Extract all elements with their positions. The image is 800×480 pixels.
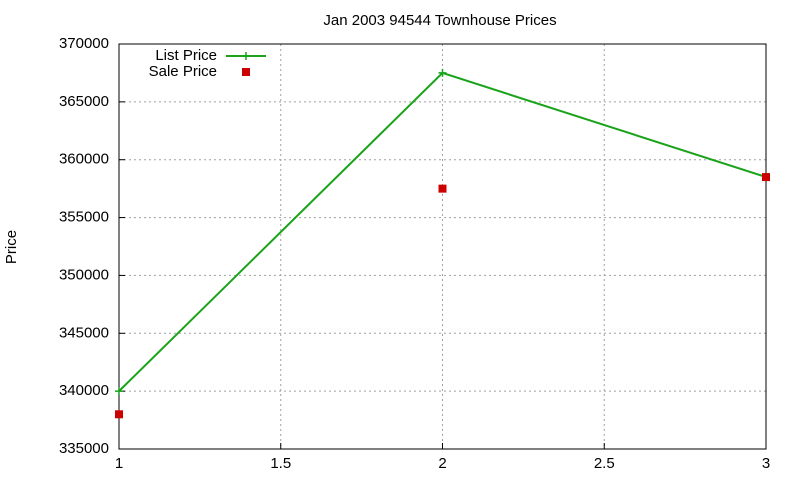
- point: [438, 68, 447, 77]
- y-tick-label: 345000: [59, 324, 109, 341]
- x-tick-label: 2: [438, 455, 446, 472]
- x-tick-label: 1.5: [270, 455, 291, 472]
- y-tick-label: 370000: [59, 35, 109, 52]
- y-tick-label: 335000: [59, 440, 109, 457]
- legend-marker: [242, 68, 250, 76]
- legend-label: Sale Price: [149, 63, 217, 80]
- point: [438, 184, 447, 193]
- x-tick-label: 3: [762, 455, 770, 472]
- legend-label: List Price: [155, 47, 217, 64]
- y-axis-label: Price: [3, 230, 20, 264]
- y-tick-label: 365000: [59, 93, 109, 110]
- chart-title: Jan 2003 94544 Townhouse Prices: [323, 12, 556, 29]
- plot-frame: [118, 43, 767, 450]
- y-tick-label: 350000: [59, 266, 109, 283]
- y-tick-label: 360000: [59, 151, 109, 168]
- point: [762, 173, 770, 182]
- x-tick-label: 1: [115, 455, 123, 472]
- x-tick-label: 2.5: [594, 455, 615, 472]
- point: [115, 387, 123, 396]
- legend-marker: [242, 52, 250, 60]
- point: [115, 410, 123, 419]
- y-tick-label: 355000: [59, 209, 109, 226]
- y-tick-label: 340000: [59, 382, 109, 399]
